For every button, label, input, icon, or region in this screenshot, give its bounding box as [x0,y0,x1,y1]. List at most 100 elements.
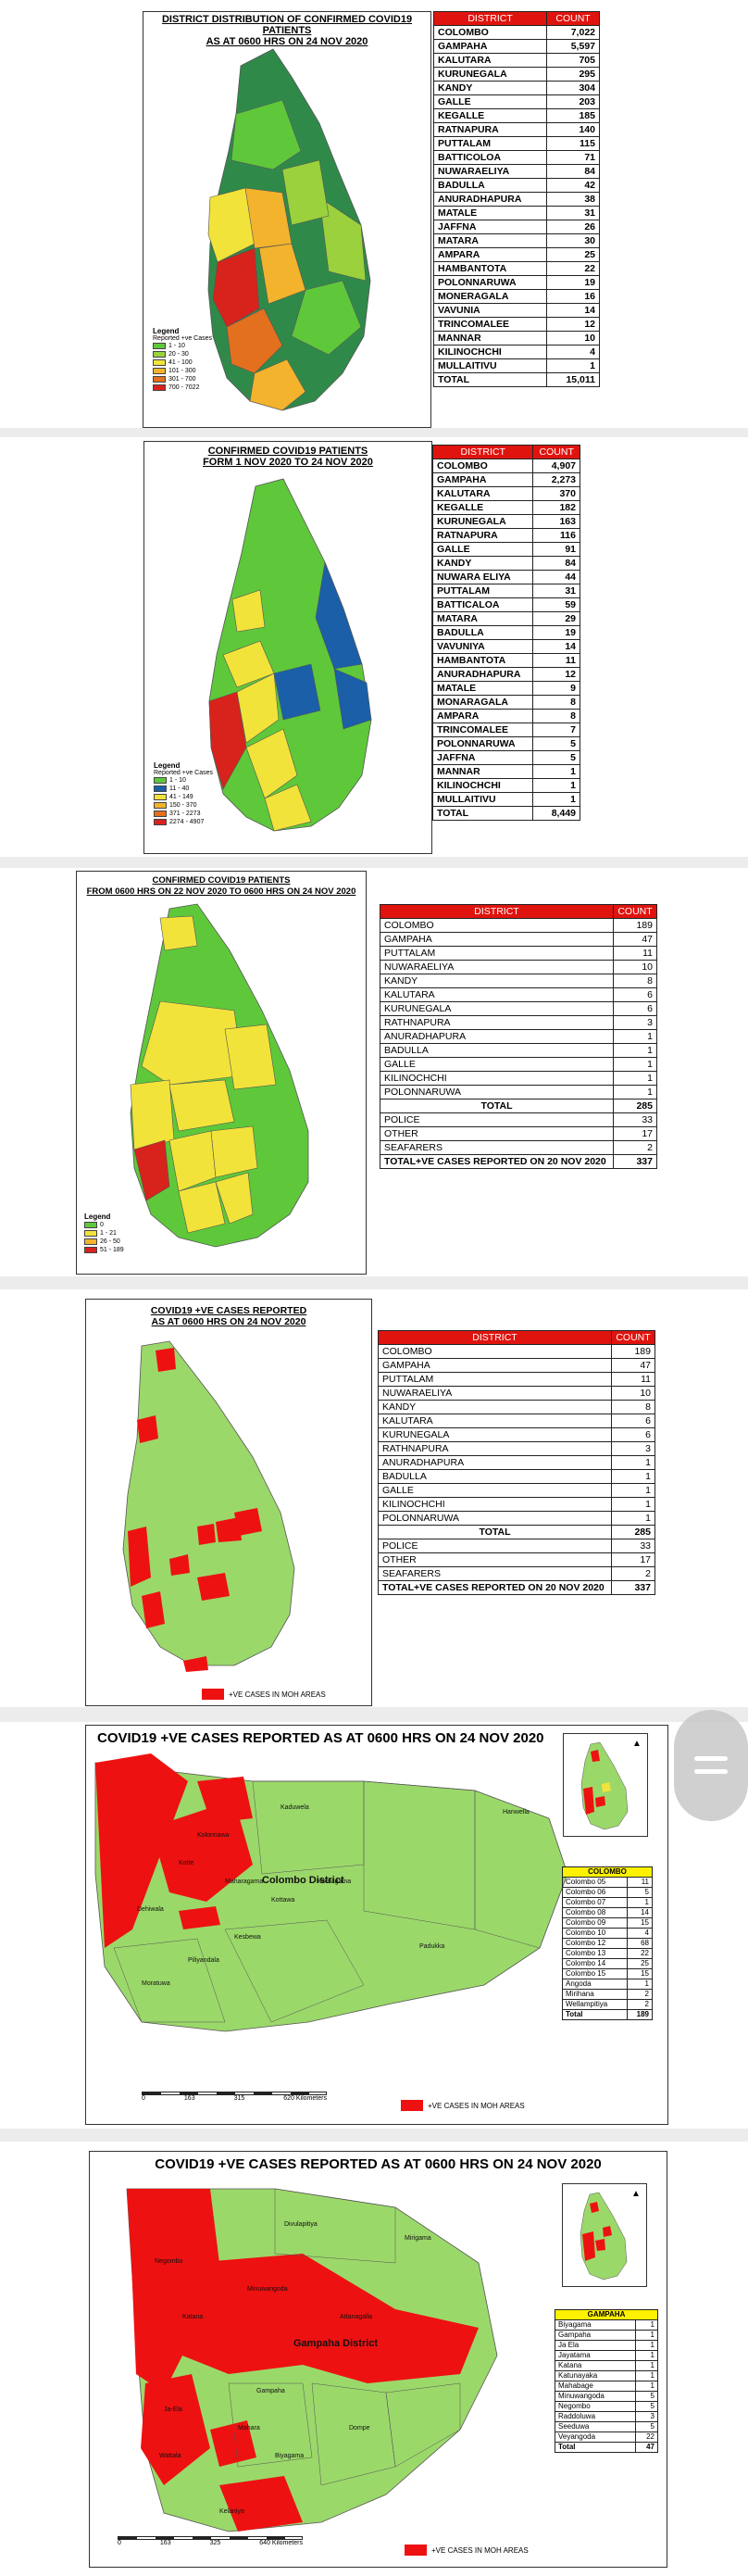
district-name: KANDY [432,81,548,95]
case-count: 1 [613,1085,657,1100]
table-row: KILINOCHCHI 1 [431,778,580,793]
scale-bar: 0 163 315 620 Kilometers [142,2092,327,2102]
district-name: KEGALLE [432,108,548,123]
district-name: BADULLA [431,625,534,640]
legend-swatch [153,359,166,366]
district-name: MANNAR [431,764,534,779]
category-name: POLICE [377,1539,613,1553]
case-count: 10 [611,1386,655,1401]
district-name: AMPARA [432,247,548,262]
case-count: 2,273 [532,472,580,487]
case-count: 2 [611,1566,655,1581]
place-label: Dehiwala [137,1906,164,1913]
district-name: MANNAR [432,331,548,346]
legend-label: 1 - 10 [169,777,186,784]
sri-lanka-map [207,48,371,411]
district-name: TRINCOMALEE [432,317,548,332]
case-count: 7,022 [546,25,600,40]
legend-title: Legend [84,1213,111,1221]
moh-area: Seeduwa [555,2421,636,2432]
district-name: POLONNARUWA [377,1511,613,1526]
table-row: KANDY 304 [432,81,600,95]
district-name: KILINOCHCHI [432,345,548,359]
district-name: JAFFNA [432,220,548,234]
district-name: KALUTARA [432,53,548,68]
moh-area: Jayatama [555,2350,636,2361]
case-count: 59 [532,597,580,612]
table-row: NUWARA ELIYA 44 [431,570,580,584]
district-name: KILINOCHCHI [377,1497,613,1512]
moh-area: Ja Ela [555,2340,636,2351]
moh-area: Angoda [562,1979,628,1990]
place-label: Ja-Ela [164,2406,182,2413]
scale-bar-graphic [142,2092,327,2095]
case-count: 22 [546,261,600,276]
case-count: 29 [532,611,580,626]
case-count: 1 [546,358,600,373]
legend-item: 301 - 700 [153,375,212,383]
table-row: POLONNARUWA 5 [431,736,580,751]
table-row: NUWARAELIYA 84 [432,164,600,179]
district-name: NUWARAELIYA [379,960,615,974]
key-label: +VE CASES IN MOH AREAS [431,2545,529,2555]
case-count: 705 [546,53,600,68]
table-row: Colombo 06 5 [562,1887,654,1898]
moh-area: Minuwangoda [555,2391,636,2402]
table-row: KALUTARA 6 [379,987,657,1002]
legend-title: Legend [154,761,181,770]
table-row: KURUNEGALA 295 [432,67,600,82]
map-title: COVID19 +VE CASES REPORTED AS AT 0600 HR… [155,2156,602,2172]
moh-area: Colombo 12 [562,1938,628,1949]
table-row: Wellampitiya 2 [562,1999,654,2010]
case-count: 4 [626,1928,654,1939]
case-count: 1 [613,1071,657,1086]
case-count: 17 [613,1126,657,1141]
case-count: 11 [611,1372,655,1387]
legend-swatch [154,819,167,825]
case-count: 189 [613,918,657,933]
case-count: 5 [634,2421,659,2432]
scale-label: 315 [233,2095,245,2102]
table-row: KILINOCHCHI 1 [379,1071,657,1086]
case-count: 1 [613,1057,657,1072]
legend-label: 301 - 700 [168,376,196,383]
district-name: MONARAGALA [431,695,534,710]
table-row: KALUTARA 6 [377,1414,655,1428]
table-row: OTHER 17 [377,1552,655,1567]
case-count: 22 [634,2431,659,2443]
district-name: COLOMBO [431,459,534,473]
case-count: 1 [634,2381,659,2392]
place-label: Kottawa [271,1897,294,1904]
case-count: 33 [613,1112,657,1127]
legend-item: 26 - 50 [84,1238,124,1246]
map-frame: COVID19 +VE CASES REPORTED AS AT 0600 HR… [85,1299,372,1706]
floating-menu-button[interactable] [674,1710,748,1821]
case-count: 9 [532,681,580,696]
place-label: Minuwangoda [247,2286,288,2293]
table-row: KEGALLE 182 [431,500,580,515]
case-count: 2 [626,1989,654,2000]
table-row: KANDY 8 [377,1400,655,1414]
legend-label: 26 - 50 [100,1238,120,1245]
district-name: KANDY [379,974,615,988]
table-row: Negombo 5 [555,2401,659,2412]
district-name: COLOMBO [377,1344,613,1359]
table-row: KEGALLE 185 [432,108,600,123]
case-count: 5 [532,736,580,751]
panel-moh-cases: COVID19 +VE CASES REPORTED AS AT 0600 HR… [85,1299,664,1706]
case-count: 11 [613,946,657,961]
table-row: JAFFNA 5 [431,750,580,765]
table-row: GALLE 91 [431,542,580,557]
place-label: Katana [182,2314,203,2320]
place-label: Negombo [155,2258,182,2265]
table-row: Seeduwa 5 [555,2421,659,2432]
district-name: COLOMBO [379,918,615,933]
district-name: KURUNEGALA [379,1001,615,1016]
moh-area: Veyangoda [555,2431,636,2443]
legend-label: 41 - 149 [169,794,193,800]
legend-item: 150 - 370 [154,801,213,810]
table-row: RATHNAPURA 3 [379,1015,657,1030]
case-count: 10 [613,960,657,974]
place-label: Kotte [179,1860,193,1866]
table-row: JAFFNA 26 [432,220,600,234]
